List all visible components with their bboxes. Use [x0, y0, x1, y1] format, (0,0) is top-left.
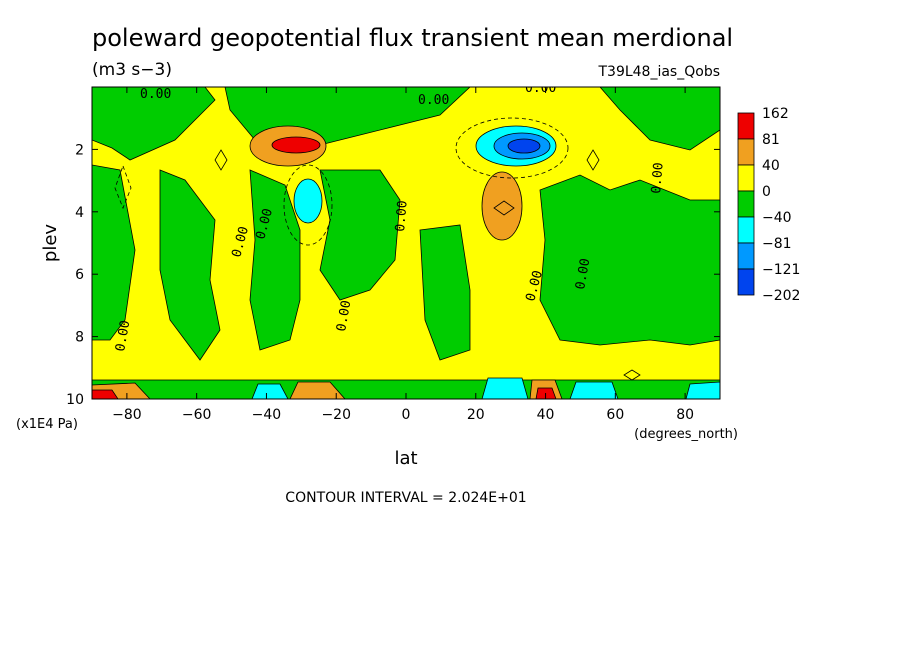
colorbar-swatch [737, 242, 755, 270]
min-south-mid [293, 178, 323, 224]
y-tick-label: 10 [66, 392, 84, 408]
colorbar-swatch [737, 216, 755, 244]
diamond-4 [493, 200, 515, 216]
units-label: (m3 s−3) [92, 60, 172, 80]
max-bottom-center [289, 381, 346, 399]
y-tick-label: 4 [75, 205, 84, 221]
colorbar-label: −40 [762, 210, 792, 226]
diamond-2 [586, 149, 600, 171]
y-units: (x1E4 Pa) [16, 417, 78, 432]
colorbar-label: −81 [762, 236, 792, 252]
y-axis-label: plev [40, 224, 61, 263]
zero-label: 0.00 [525, 81, 556, 96]
dashed-contour-2 [455, 117, 569, 179]
min-bottom-south [251, 383, 289, 399]
max-bottom-left-core [92, 389, 119, 399]
negative-regions [92, 87, 720, 399]
region-west-band [92, 164, 136, 341]
region-nw [92, 87, 216, 161]
min-bottom-north-b [569, 381, 619, 399]
zero-label: 0.00 [573, 257, 593, 290]
dataset-label: T39L48_ias_Qobs [597, 64, 720, 80]
zero-label: 0.00 [393, 200, 411, 233]
region-ne [599, 87, 720, 151]
region-east [539, 174, 720, 346]
x-tick-label: −40 [252, 407, 282, 423]
colorbar-swatch [737, 190, 755, 218]
min-bottom-east [685, 381, 720, 399]
min-bottom-north-a [481, 377, 529, 399]
negative-blue-regions [251, 125, 720, 399]
colorbar-label: 81 [762, 132, 780, 148]
x-tick-label: 80 [676, 407, 694, 423]
zero-label: 0.00 [140, 87, 171, 102]
colorbar-swatch [737, 112, 755, 140]
diamond-1 [214, 149, 228, 171]
region-center-right [419, 224, 471, 361]
dashed-contour-3 [114, 164, 132, 210]
dashed-contour-1 [283, 164, 333, 246]
colorbar-swatch [737, 164, 755, 192]
x-tick-label: 0 [402, 407, 411, 423]
y-tick-label: 6 [75, 267, 84, 283]
contour-interval-note: CONTOUR INTERVAL = 2.024E+01 [285, 490, 526, 506]
x-tick-label: −20 [321, 407, 351, 423]
zero-label: 0.00 [649, 162, 667, 195]
x-tick-label: 40 [537, 407, 555, 423]
chart-title: poleward geopotential flux transient mea… [92, 24, 733, 52]
diamond-contours [214, 149, 641, 381]
x-axis: −80 −60 −40 −20 0 20 40 60 80 [112, 87, 694, 423]
colorbar-label: −121 [762, 262, 800, 278]
region-center [319, 169, 401, 301]
colorbar-label: 162 [762, 106, 789, 122]
region-center-left [249, 169, 301, 351]
x-units: (degrees_north) [634, 427, 738, 442]
region-west-mid [159, 169, 221, 361]
colorbar-swatch [737, 268, 755, 296]
y-tick-label: 2 [75, 142, 84, 158]
min-north-jet-core [507, 138, 541, 154]
x-tick-label: −80 [112, 407, 142, 423]
max-north-midlevel [481, 171, 523, 241]
colorbar-label: 0 [762, 184, 771, 200]
zero-label: 0.00 [334, 299, 354, 332]
y-tick-label: 8 [75, 330, 84, 346]
x-tick-label: −60 [182, 407, 212, 423]
max-south-jet-core [271, 136, 321, 154]
diamond-3 [623, 369, 641, 381]
colorbar-swatch [737, 138, 755, 166]
colorbar-label: 40 [762, 158, 780, 174]
x-tick-label: 60 [606, 407, 624, 423]
zero-label: 0.00 [113, 319, 133, 352]
zero-label: 0.00 [418, 93, 449, 108]
plot-area: 0.00 0.00 0.00 0.00 0.00 0.00 0.00 0.00 … [92, 81, 720, 399]
x-axis-label: lat [394, 448, 417, 469]
colorbar: 162 81 40 0 −40 −81 −121 −202 [737, 106, 800, 304]
x-tick-label: 20 [467, 407, 485, 423]
dashed-contours [114, 117, 569, 246]
colorbar-label: −202 [762, 288, 800, 304]
y-axis: 2 4 6 8 10 [66, 142, 720, 408]
